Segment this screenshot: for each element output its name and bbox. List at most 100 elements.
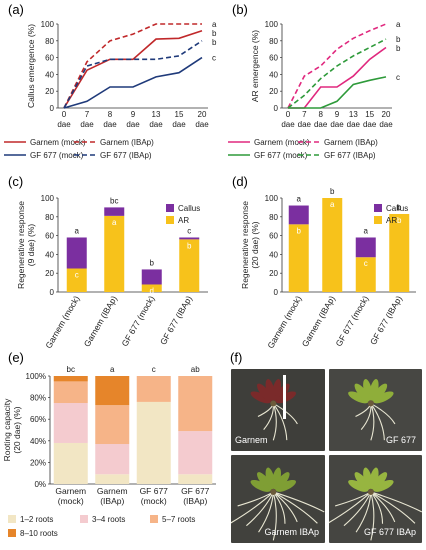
x-tick-label: 13 xyxy=(349,110,358,119)
bar-segment-0 xyxy=(66,268,87,292)
bar-inner-letter: a xyxy=(330,200,335,209)
y-tick-label: 80 xyxy=(45,213,54,222)
y-tick-label: 100 xyxy=(41,20,55,29)
legend-label: Callus xyxy=(386,204,408,213)
series-line-1 xyxy=(63,23,202,109)
photo-drawing xyxy=(329,369,422,451)
x-unit-label: dae xyxy=(126,120,140,129)
panel-letter-f: (f) xyxy=(230,350,242,365)
series-line-2 xyxy=(63,56,203,109)
bar-segment-1 xyxy=(178,431,213,475)
x-unit-label: dae xyxy=(57,120,71,129)
bar-segment-1 xyxy=(179,237,200,240)
bar-segment-3 xyxy=(53,376,88,382)
legend-label: Callus xyxy=(178,204,200,213)
y-tick-label: 20 xyxy=(269,87,278,96)
x-tick-label: 8 xyxy=(318,110,323,119)
x-tick-label: GF 677 xyxy=(181,486,210,496)
photo-label-gf677: GF 677 xyxy=(385,435,416,445)
x-tick-label: 7 xyxy=(302,110,307,119)
y-tick-label: 80 xyxy=(269,213,278,222)
root xyxy=(272,403,288,441)
x-tick-label: 0 xyxy=(286,110,291,119)
bar-segment-2 xyxy=(178,376,213,432)
stem-base xyxy=(367,400,374,407)
root xyxy=(272,491,286,524)
root xyxy=(370,491,416,524)
x-unit-label: dae xyxy=(80,120,94,129)
root xyxy=(370,403,375,441)
x-tick-label: 9 xyxy=(131,110,136,119)
legend-swatch xyxy=(166,216,174,224)
y-tick-label: 60 xyxy=(45,232,54,241)
legend-label: GF 677 (mock) xyxy=(254,151,308,160)
bar-segment-0 xyxy=(179,239,200,292)
bar-segment-1 xyxy=(355,237,376,258)
bar-segment-1 xyxy=(95,444,130,475)
y-tick-label: 40 xyxy=(45,70,54,79)
chart-b: 0204060801000dae7dae8dae9dae13dae15dae20… xyxy=(250,20,401,129)
x-tick-label: 9 xyxy=(335,110,340,119)
root xyxy=(370,491,384,524)
leaf xyxy=(373,479,394,492)
x-tick-label: 8 xyxy=(108,110,113,119)
bar-segment-0 xyxy=(288,224,309,292)
y-tick-label: 20 xyxy=(269,269,278,278)
legend-label: 8–10 roots xyxy=(20,529,58,538)
panel-letter-c: (c) xyxy=(8,174,23,189)
chart-c: 0 20 40 60 80 100 Regenerative response (9 dae)… xyxy=(16,194,208,350)
bar-segment-2 xyxy=(53,381,88,403)
root xyxy=(231,491,274,524)
leaf xyxy=(372,472,388,490)
bar-segment-1 xyxy=(104,207,125,216)
x-tick-label: Garnem xyxy=(97,486,128,496)
bar-segment-0 xyxy=(355,257,376,292)
x-tick-label: 15 xyxy=(175,110,184,119)
y-tick-label: 0 xyxy=(274,288,279,297)
y-axis-label: (20 dae) (%) xyxy=(250,221,260,268)
x-tick-label-sub: (IBAp) xyxy=(183,496,207,506)
y-axis-label: (20 dae) (%) xyxy=(12,406,22,453)
y-tick-label: 60 xyxy=(269,54,278,63)
x-unit-label: dae xyxy=(363,120,377,129)
photo-gf677-ibap: GF 677 IBAp xyxy=(329,455,422,543)
legend-swatch xyxy=(374,216,382,224)
root xyxy=(370,403,385,441)
y-tick-label: 100 xyxy=(265,20,279,29)
legend-label: Garnem (IBAp) xyxy=(100,138,154,147)
legend-rooting-capacity: 1–2 roots 3–4 roots 5–7 roots 8–10 roots xyxy=(8,515,195,538)
bar-segment-0 xyxy=(136,401,171,484)
panel-letter-a: (a) xyxy=(8,2,24,17)
end-letter: b xyxy=(396,35,401,44)
photo-garnem-ibap: Garnem IBAp xyxy=(231,455,325,543)
series-line-2 xyxy=(288,76,387,109)
bar-segment-0 xyxy=(53,442,88,484)
root xyxy=(272,403,277,441)
y-tick-label: 40 xyxy=(45,250,54,259)
bar-top-letter: ab xyxy=(191,365,200,374)
x-tick-label: Garnem (IBAp) xyxy=(300,294,337,349)
chart-a: 0204060801000dae7dae8dae9dae13dae15dae20… xyxy=(26,20,217,129)
root xyxy=(343,491,372,527)
y-tick-label: 0 xyxy=(50,104,55,113)
y-tick-label: 60% xyxy=(30,415,46,424)
legend-label: 5–7 roots xyxy=(162,515,195,524)
panel-letter-b: (b) xyxy=(232,2,248,17)
series-line-1 xyxy=(287,23,387,109)
legend-label: Garnem (mock) xyxy=(254,138,310,147)
end-letter: b xyxy=(212,38,217,47)
bar-inner-letter: b xyxy=(297,226,302,235)
x-tick-label: 13 xyxy=(152,110,161,119)
x-unit-label: dae xyxy=(330,120,344,129)
photo-label-gf677-ibap: GF 677 IBAp xyxy=(363,527,416,537)
bar-segment-0 xyxy=(141,284,162,292)
bar-segment-1 xyxy=(53,403,88,443)
bar-segment-0 xyxy=(104,215,125,292)
end-letter: b xyxy=(396,44,401,53)
x-unit-label: dae xyxy=(314,120,328,129)
root xyxy=(329,491,372,524)
x-tick-label: GF 677 (mock) xyxy=(333,294,370,348)
legend-label: Garnem (mock) xyxy=(30,138,86,147)
y-tick-label: 0% xyxy=(34,480,46,489)
stem-base xyxy=(367,488,374,495)
